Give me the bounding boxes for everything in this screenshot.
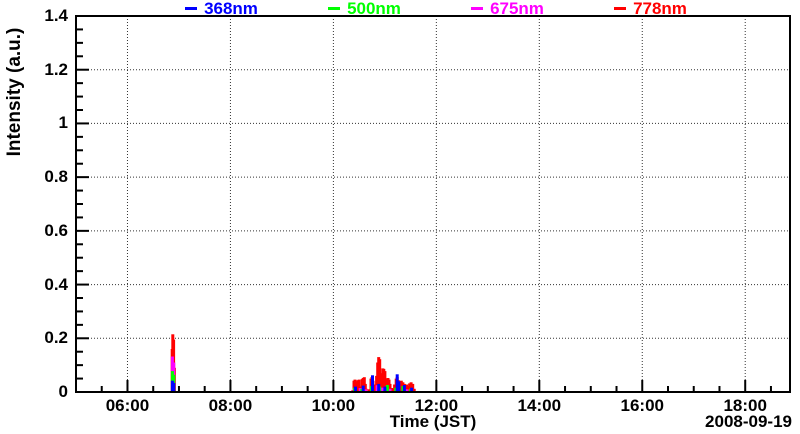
- x-tick-label: 16:00: [620, 396, 664, 415]
- y-axis-title: Intensity (a.u.): [4, 27, 25, 157]
- x-axis-title: Time (JST): [389, 412, 477, 431]
- x-tick-label: 18:00: [723, 396, 767, 415]
- legend-entry-500nm: 500nm: [328, 0, 401, 18]
- y-tick-label: 0.2: [44, 328, 68, 348]
- legend-line-swatch: [185, 7, 198, 10]
- legend-entry-778nm: 778nm: [614, 0, 687, 18]
- legend-label: 368nm: [204, 0, 258, 18]
- x-tick-label: 06:00: [105, 396, 150, 415]
- y-tick-label: 0: [58, 382, 68, 401]
- x-tick-label: 14:00: [517, 396, 562, 415]
- date-label: 2008-09-19: [705, 412, 792, 431]
- y-tick-label: 0.8: [44, 167, 68, 187]
- x-tick-label: 08:00: [208, 396, 253, 415]
- y-tick-label: 1.4: [44, 6, 68, 25]
- x-tick-label: 10:00: [311, 396, 356, 415]
- x-tick-label: 12:00: [414, 396, 459, 415]
- gridlines: [76, 15, 790, 392]
- series-778nm: [170, 334, 416, 391]
- y-tick-label: 1: [58, 113, 68, 133]
- legend-label: 778nm: [633, 0, 687, 18]
- legend-label: 675nm: [490, 0, 544, 18]
- legend-line-swatch: [471, 7, 484, 10]
- legend-line-swatch: [614, 7, 627, 10]
- y-tick-label: 0.4: [44, 274, 68, 294]
- legend-entry-368nm: 368nm: [185, 0, 258, 18]
- series-368nm: [170, 374, 414, 391]
- y-tick-label: 1.2: [44, 59, 68, 79]
- axis-ticks: [76, 15, 772, 392]
- plot-frame: [75, 15, 791, 393]
- legend-label: 500nm: [347, 0, 401, 18]
- chart-legend: 368nm 500nm 675nm 778nm: [150, 0, 722, 17]
- y-tick-label: 0.6: [44, 220, 68, 240]
- legend-entry-675nm: 675nm: [471, 0, 544, 18]
- legend-line-swatch: [328, 7, 341, 10]
